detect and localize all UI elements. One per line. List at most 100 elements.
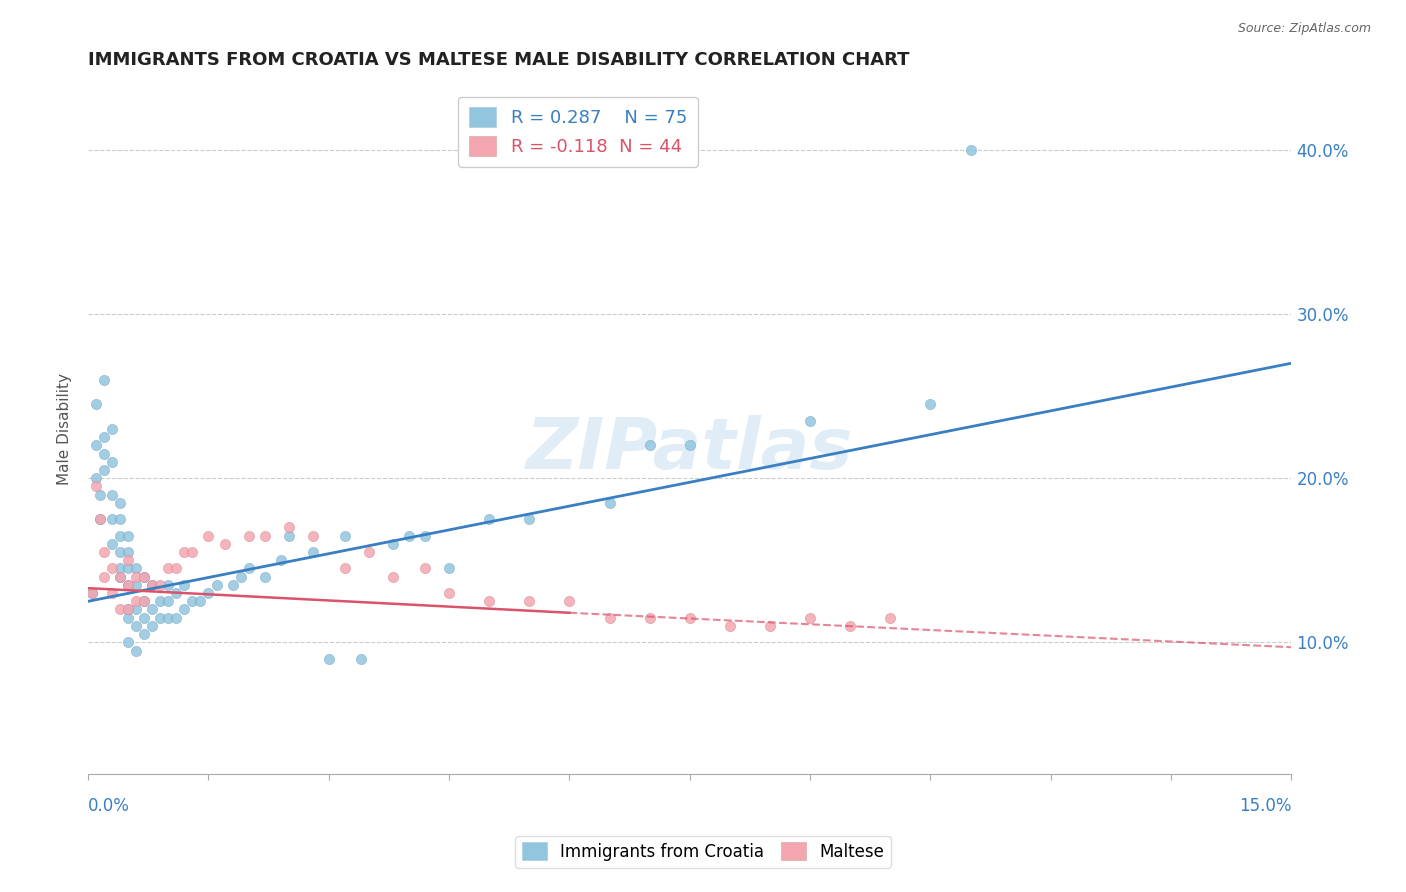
Point <box>301 528 323 542</box>
Point <box>839 619 862 633</box>
Point <box>277 528 299 542</box>
Point <box>125 569 148 583</box>
Point <box>117 602 139 616</box>
Point <box>134 627 156 641</box>
Point <box>110 528 132 542</box>
Point <box>89 487 111 501</box>
Point <box>134 594 156 608</box>
Point <box>253 569 276 583</box>
Legend: R = 0.287    N = 75, R = -0.118  N = 44: R = 0.287 N = 75, R = -0.118 N = 44 <box>458 96 697 167</box>
Text: IMMIGRANTS FROM CROATIA VS MALTESE MALE DISABILITY CORRELATION CHART: IMMIGRANTS FROM CROATIA VS MALTESE MALE … <box>89 51 910 69</box>
Point <box>558 594 581 608</box>
Point <box>759 619 782 633</box>
Point <box>229 569 252 583</box>
Point <box>799 610 821 624</box>
Point <box>117 545 139 559</box>
Text: 15.0%: 15.0% <box>1239 797 1292 814</box>
Point <box>141 578 163 592</box>
Point <box>93 545 115 559</box>
Point <box>101 487 124 501</box>
Point <box>437 561 460 575</box>
Point <box>165 561 187 575</box>
Text: ZIPatlas: ZIPatlas <box>526 415 853 484</box>
Point <box>125 619 148 633</box>
Point <box>181 545 204 559</box>
Point <box>125 561 148 575</box>
Point <box>221 578 243 592</box>
Point <box>117 578 139 592</box>
Point <box>398 528 420 542</box>
Point <box>718 619 741 633</box>
Point <box>117 602 139 616</box>
Point <box>82 586 104 600</box>
Point <box>959 143 981 157</box>
Point <box>318 651 340 665</box>
Point <box>110 569 132 583</box>
Point <box>89 512 111 526</box>
Point <box>117 528 139 542</box>
Point <box>84 471 107 485</box>
Text: 0.0%: 0.0% <box>89 797 129 814</box>
Point <box>93 446 115 460</box>
Point <box>141 602 163 616</box>
Point <box>101 422 124 436</box>
Point <box>197 586 219 600</box>
Point <box>134 610 156 624</box>
Point <box>125 643 148 657</box>
Point <box>205 578 228 592</box>
Point <box>238 561 260 575</box>
Point <box>920 397 942 411</box>
Point <box>157 578 180 592</box>
Point <box>84 479 107 493</box>
Point <box>478 594 501 608</box>
Point <box>270 553 292 567</box>
Point <box>149 578 172 592</box>
Point <box>519 512 541 526</box>
Point <box>101 561 124 575</box>
Point <box>519 594 541 608</box>
Point <box>125 602 148 616</box>
Point <box>157 561 180 575</box>
Point <box>117 610 139 624</box>
Point <box>110 561 132 575</box>
Point <box>89 512 111 526</box>
Point <box>413 528 436 542</box>
Point <box>350 651 373 665</box>
Point <box>301 545 323 559</box>
Point <box>134 569 156 583</box>
Point <box>117 561 139 575</box>
Point <box>93 373 115 387</box>
Point <box>638 438 661 452</box>
Point <box>253 528 276 542</box>
Point <box>134 569 156 583</box>
Point <box>110 602 132 616</box>
Point <box>125 594 148 608</box>
Point <box>413 561 436 575</box>
Point <box>110 545 132 559</box>
Point <box>101 586 124 600</box>
Point <box>134 594 156 608</box>
Point <box>149 610 172 624</box>
Text: Source: ZipAtlas.com: Source: ZipAtlas.com <box>1237 22 1371 36</box>
Point <box>879 610 901 624</box>
Y-axis label: Male Disability: Male Disability <box>58 373 72 485</box>
Point <box>214 537 236 551</box>
Point <box>101 455 124 469</box>
Point <box>149 594 172 608</box>
Point <box>93 569 115 583</box>
Point <box>84 438 107 452</box>
Point <box>93 463 115 477</box>
Point <box>117 578 139 592</box>
Point <box>141 578 163 592</box>
Point <box>382 537 405 551</box>
Point <box>181 594 204 608</box>
Point <box>478 512 501 526</box>
Point <box>437 586 460 600</box>
Point <box>173 602 195 616</box>
Point <box>173 545 195 559</box>
Point <box>117 553 139 567</box>
Point <box>110 496 132 510</box>
Point <box>82 586 104 600</box>
Point <box>277 520 299 534</box>
Point <box>333 561 356 575</box>
